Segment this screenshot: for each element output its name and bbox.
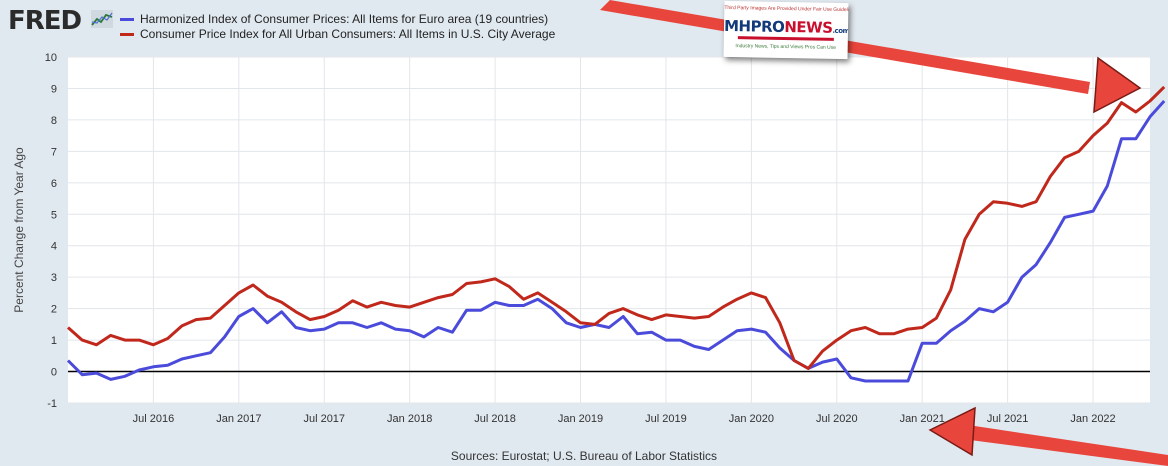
- y-tick-label: 8: [51, 115, 57, 127]
- watermark-badge: Third Party Images Are Provided Under Fa…: [723, 0, 849, 60]
- fred-logo[interactable]: FRED: [8, 6, 82, 36]
- legend-label-euro: Harmonized Index of Consumer Prices: All…: [140, 12, 549, 26]
- x-tick-label: Jul 2018: [474, 413, 516, 425]
- x-tick-label: Jan 2019: [558, 413, 603, 425]
- legend-item-us[interactable]: Consumer Price Index for All Urban Consu…: [120, 27, 555, 42]
- y-tick-labels: -1 0 1 2 3 4 5 6 7 8 9 10: [45, 52, 57, 410]
- annotation-arrow-bottom: [928, 406, 1168, 466]
- x-tick-label: Jul 2016: [133, 413, 175, 425]
- brand-part-a: MHPRO: [723, 16, 785, 36]
- legend-label-us: Consumer Price Index for All Urban Consu…: [140, 27, 556, 41]
- watermark-brand: MHPRONEWS.com: [723, 16, 849, 37]
- y-tick-label: 6: [51, 178, 57, 190]
- x-tick-label: Jul 2019: [645, 413, 687, 425]
- legend-swatch-euro: [120, 18, 134, 21]
- legend-swatch-us: [120, 33, 134, 36]
- y-tick-label: 4: [51, 241, 57, 253]
- series-line-us: [67, 85, 1166, 370]
- x-tick-label: Jan 2020: [729, 413, 774, 425]
- y-tick-label: 0: [51, 367, 57, 379]
- watermark-tagline: Industry News, Tips and Views Pros Can U…: [735, 43, 836, 51]
- brand-part-c: .com: [832, 26, 849, 36]
- y-tick-label: -1: [47, 398, 57, 410]
- x-tick-label: Jul 2021: [987, 413, 1029, 425]
- x-tick-label: Jul 2020: [816, 413, 858, 425]
- source-note: Sources: Eurostat; U.S. Bureau of Labor …: [450, 449, 718, 463]
- watermark-bar: [737, 36, 834, 41]
- x-tick-label: Jan 2018: [387, 413, 432, 425]
- series-line-euro: [66, 99, 1166, 383]
- x-tick-labels: Jul 2016 Jan 2017 Jul 2017 Jan 2018 Jul 2018…: [133, 413, 1116, 425]
- gridlines: [68, 56, 1150, 404]
- y-tick-label: 5: [51, 209, 57, 221]
- x-tick-label: Jan 2017: [216, 413, 261, 425]
- x-tick-label: Jan 2021: [900, 413, 945, 425]
- watermark-top-text: Third Party Images Are Provided Under Fa…: [724, 4, 849, 14]
- trend-line-icon: [91, 10, 113, 28]
- plot-background: [68, 57, 1150, 403]
- y-tick-label: 1: [51, 335, 57, 347]
- x-tick-label: Jul 2017: [303, 413, 345, 425]
- x-tick-label: Jan 2022: [1070, 413, 1115, 425]
- brand-part-b: NEWS: [784, 17, 833, 37]
- y-axis-label: Percent Change from Year Ago: [12, 147, 26, 313]
- y-tick-label: 3: [51, 272, 57, 284]
- legend-item-euro[interactable]: Harmonized Index of Consumer Prices: All…: [120, 12, 555, 27]
- series-lines: [66, 85, 1166, 383]
- y-tick-label: 9: [51, 83, 57, 95]
- y-tick-label: 2: [51, 304, 57, 316]
- chart-legend: Harmonized Index of Consumer Prices: All…: [120, 12, 555, 42]
- y-tick-label: 10: [45, 52, 57, 64]
- y-tick-label: 7: [51, 146, 57, 158]
